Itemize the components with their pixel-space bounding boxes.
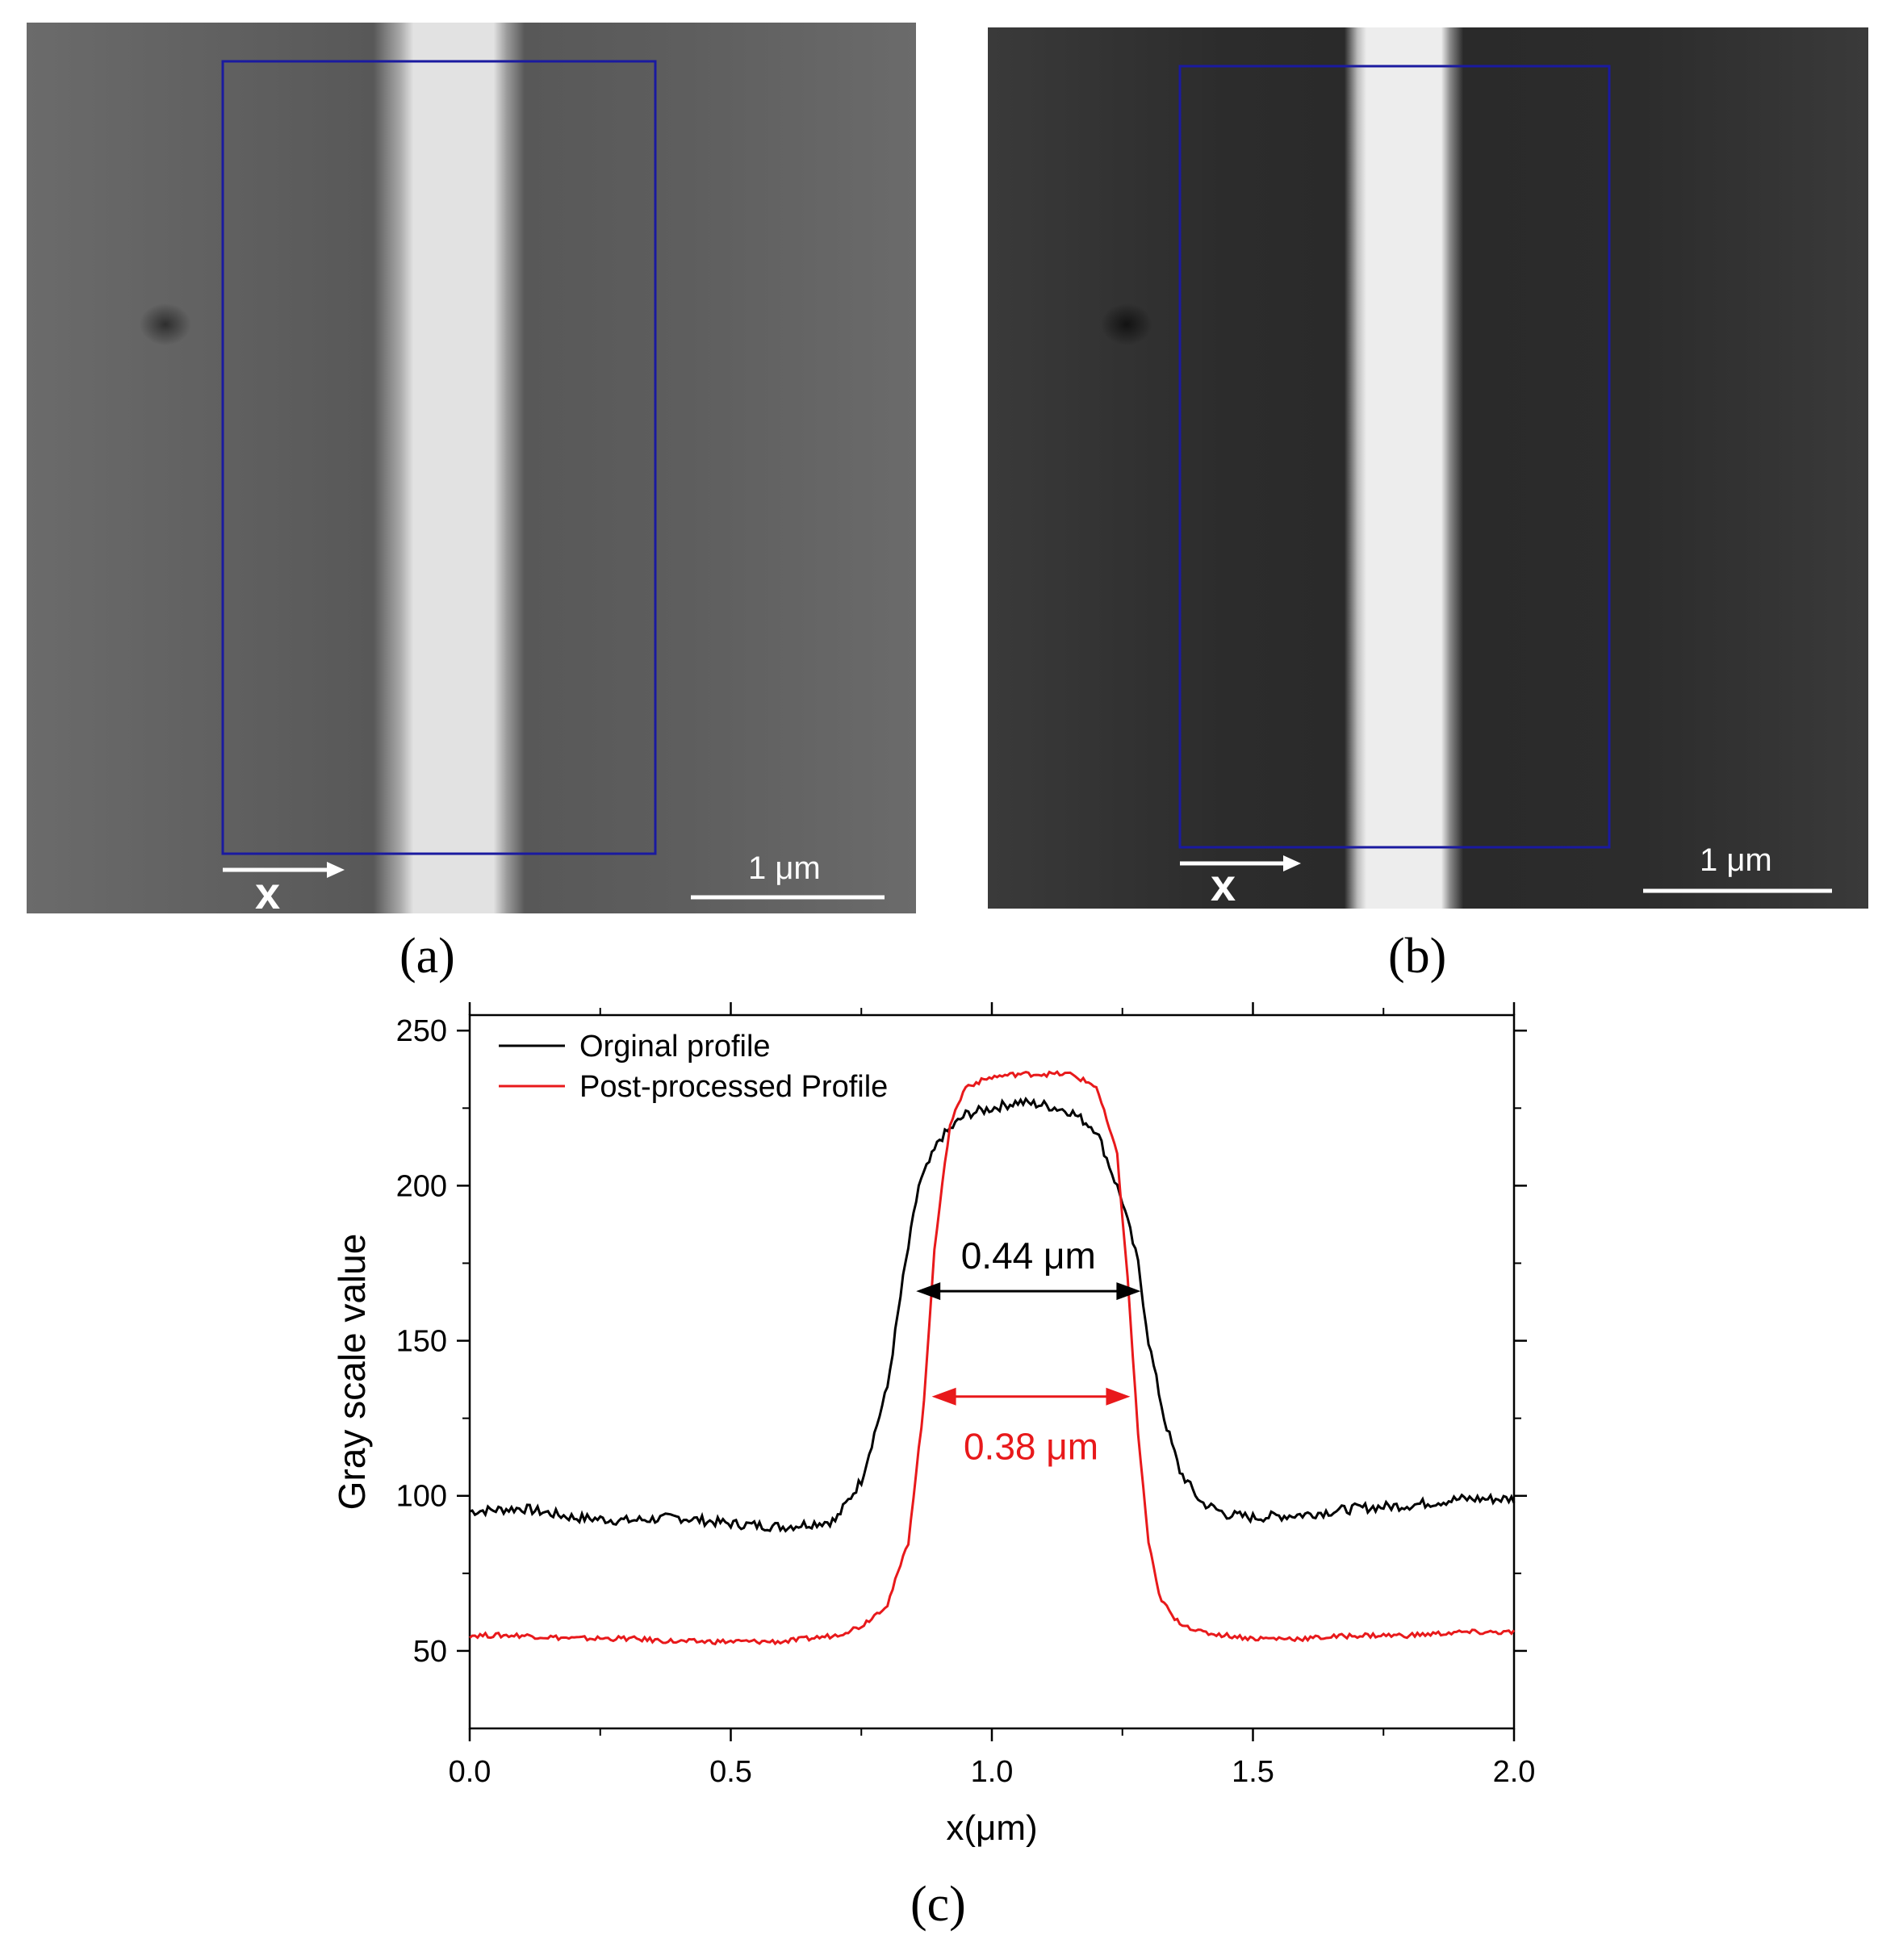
series-line-processed [469, 1070, 1516, 1646]
chart-annotations: 0.44 μm 0.38 μm [916, 1235, 1141, 1468]
y-tick-label: 200 [396, 1169, 447, 1203]
annotation-arrowhead-right [1106, 1387, 1131, 1406]
chart-series [469, 1070, 1516, 1646]
plot-frame [468, 1013, 1516, 1730]
scale-bar-label: 1 μm [748, 850, 821, 886]
y-tick-label: 100 [396, 1480, 447, 1514]
y-tick-label: 250 [396, 1014, 447, 1048]
defect-spot [1101, 303, 1152, 345]
y-tick-label: 50 [413, 1635, 447, 1669]
chart-axes: 0.0 0.5 1.0 1.5 2.0 50 100 150 200 250 [396, 1002, 1536, 1789]
legend-label: Orginal profile [579, 1030, 771, 1064]
annotation-label: 0.44 μm [961, 1235, 1096, 1277]
x-tick-label: 1.5 [1232, 1755, 1274, 1789]
scale-bar-label: 1 μm [1700, 842, 1772, 878]
annotation-arrowhead-left [916, 1282, 941, 1301]
panel-label-a: (a) [399, 929, 455, 984]
sem-image-processed: x 1 μm [988, 27, 1868, 909]
x-axis-label: x [1211, 859, 1236, 909]
annotation-arrowhead-right [1116, 1282, 1141, 1301]
annotation-arrowhead-left [931, 1387, 956, 1406]
defect-spot [140, 303, 191, 345]
chart-labels: x(μm) Gray scale value [331, 1234, 1038, 1848]
x-tick-label: 0.0 [449, 1755, 491, 1789]
panel-label-c: (c) [910, 1877, 966, 1932]
x-axis-title: x(μm) [946, 1808, 1037, 1848]
sem-image-b-graphic [988, 27, 1868, 909]
legend-label: Post-processed Profile [579, 1070, 888, 1104]
roi-box [1178, 65, 1611, 849]
y-axis-title: Gray scale value [331, 1234, 373, 1511]
series-line-original [469, 1096, 1516, 1533]
sem-image-original: x 1 μm [27, 23, 916, 913]
chart-legend: Orginal profile Post-processed Profile [499, 1030, 888, 1104]
sem-image-a-graphic [27, 23, 916, 913]
x-tick-label: 0.5 [709, 1755, 752, 1789]
y-tick-label: 150 [396, 1325, 447, 1359]
x-axis-label: x [255, 867, 281, 913]
annotation-label: 0.38 μm [964, 1426, 1098, 1468]
x-tick-label: 1.0 [971, 1755, 1014, 1789]
x-tick-label: 2.0 [1493, 1755, 1536, 1789]
panel-label-b: (b) [1388, 929, 1447, 984]
roi-box [221, 60, 657, 855]
